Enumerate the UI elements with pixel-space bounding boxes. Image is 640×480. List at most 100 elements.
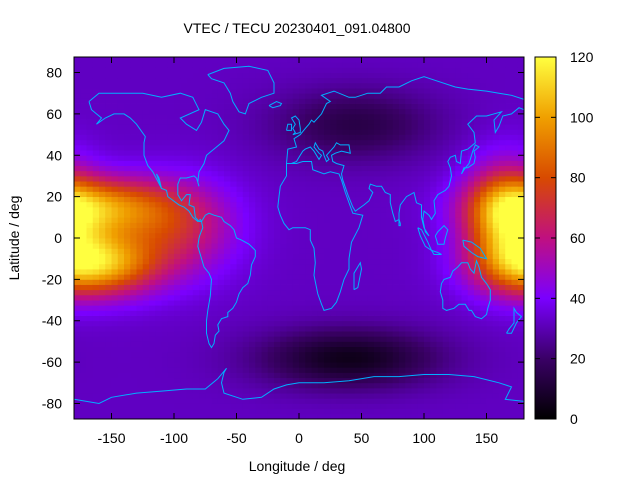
heatmap-cell	[192, 124, 200, 130]
heatmap-cell	[180, 346, 187, 353]
heatmap-cell	[86, 367, 94, 373]
heatmap-cell	[449, 129, 456, 135]
heatmap-cell	[174, 181, 181, 187]
heatmap-cell	[392, 356, 400, 363]
heatmap-cell	[449, 196, 456, 203]
heatmap-cell	[367, 356, 375, 363]
heatmap-cell	[74, 206, 81, 213]
heatmap-cell	[430, 103, 437, 110]
heatmap-cell	[192, 191, 200, 198]
heatmap-cell	[324, 150, 331, 156]
heatmap-cell	[455, 351, 462, 358]
heatmap-cell	[411, 227, 419, 234]
heatmap-cell	[255, 134, 262, 141]
heatmap-cell	[474, 269, 481, 275]
heatmap-cell	[111, 82, 119, 89]
heatmap-cell	[499, 77, 506, 84]
heatmap-cell	[511, 144, 519, 151]
heatmap-cell	[167, 62, 175, 68]
heatmap-cell	[430, 57, 437, 63]
heatmap-cell	[355, 186, 362, 192]
heatmap-cell	[286, 57, 294, 63]
heatmap-cell	[442, 310, 450, 316]
heatmap-cell	[436, 356, 444, 363]
heatmap-cell	[105, 103, 112, 110]
heatmap-cell	[317, 310, 325, 316]
heatmap-cell	[74, 356, 81, 363]
heatmap-cell	[161, 191, 169, 198]
heatmap-cell	[336, 341, 344, 347]
heatmap-cell	[124, 217, 131, 223]
heatmap-cell	[492, 253, 500, 260]
heatmap-cell	[467, 170, 475, 177]
heatmap-cell	[111, 98, 119, 104]
heatmap-cell	[336, 325, 344, 332]
heatmap-cell	[199, 279, 206, 285]
heatmap-cell	[499, 186, 506, 192]
heatmap-cell	[517, 336, 525, 342]
heatmap-cell	[117, 362, 125, 368]
heatmap-cell	[155, 413, 162, 420]
heatmap-cell	[130, 320, 137, 327]
heatmap-cell	[199, 72, 206, 79]
heatmap-cell	[136, 119, 144, 125]
heatmap-cell	[430, 196, 437, 203]
heatmap-cell	[317, 362, 325, 368]
heatmap-cell	[236, 274, 244, 280]
heatmap-cell	[405, 212, 412, 218]
heatmap-cell	[142, 232, 150, 239]
heatmap-cell	[430, 165, 437, 172]
heatmap-cell	[155, 403, 162, 410]
heatmap-cell	[311, 88, 319, 94]
heatmap-cell	[417, 108, 425, 115]
heatmap-cell	[174, 82, 181, 89]
heatmap-cell	[474, 289, 481, 296]
heatmap-cell	[124, 248, 131, 254]
heatmap-cell	[92, 362, 100, 368]
heatmap-cell	[280, 191, 287, 198]
heatmap-cell	[105, 362, 112, 368]
heatmap-cell	[99, 351, 106, 358]
heatmap-cell	[280, 139, 287, 146]
heatmap-cell	[117, 160, 125, 166]
heatmap-cell	[211, 139, 219, 146]
heatmap-cell	[124, 398, 131, 404]
heatmap-cell	[86, 362, 94, 368]
heatmap-cell	[249, 108, 256, 115]
heatmap-cell	[417, 103, 425, 110]
heatmap-cell	[367, 300, 375, 306]
heatmap-cell	[86, 222, 94, 229]
heatmap-cell	[417, 300, 425, 306]
heatmap-cell	[86, 263, 94, 270]
heatmap-cell	[417, 279, 425, 285]
heatmap-cell	[105, 57, 112, 63]
heatmap-cell	[392, 258, 400, 265]
heatmap-cell	[324, 356, 331, 363]
heatmap-cell	[86, 227, 94, 234]
heatmap-cell	[80, 279, 87, 285]
heatmap-cell	[80, 206, 87, 213]
heatmap-cell	[186, 139, 194, 146]
heatmap-cell	[224, 150, 231, 156]
heatmap-cell	[136, 196, 144, 203]
heatmap-cell	[236, 258, 244, 265]
heatmap-cell	[242, 186, 250, 192]
heatmap-cell	[311, 315, 319, 322]
heatmap-cell	[124, 181, 131, 187]
heatmap-cell	[242, 331, 250, 337]
heatmap-cell	[467, 77, 475, 84]
heatmap-cell	[317, 124, 325, 130]
heatmap-cell	[386, 108, 394, 115]
heatmap-cell	[392, 212, 400, 218]
heatmap-cell	[274, 206, 281, 213]
heatmap-cell	[367, 160, 375, 166]
heatmap-cell	[149, 300, 156, 306]
heatmap-cell	[424, 274, 431, 280]
heatmap-cell	[480, 191, 487, 198]
heatmap-cell	[99, 413, 106, 420]
heatmap-cell	[299, 134, 306, 141]
heatmap-cell	[486, 217, 494, 223]
heatmap-cell	[480, 305, 487, 311]
heatmap-cell	[124, 62, 131, 68]
heatmap-cell	[111, 222, 119, 229]
